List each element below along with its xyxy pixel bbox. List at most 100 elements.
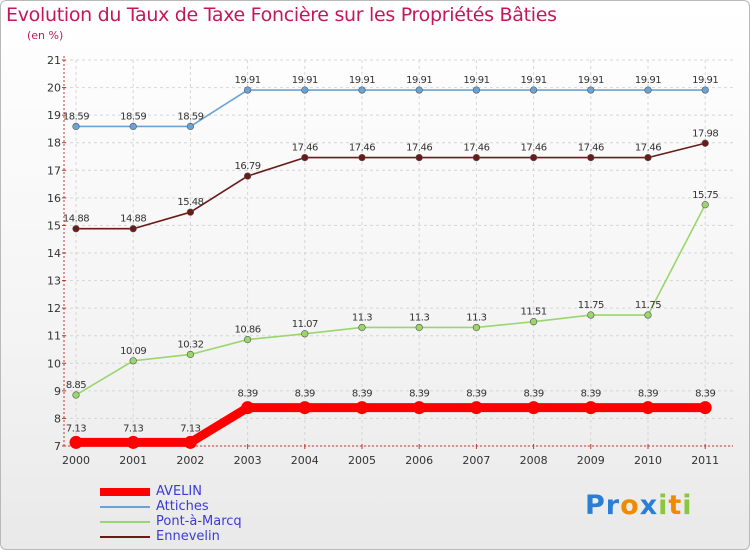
- data-point: [129, 122, 137, 131]
- data-point: [301, 330, 309, 338]
- series-group: [69, 86, 712, 449]
- series-line-pont-à-marcq: [75, 204, 706, 396]
- logo-letter: i: [658, 490, 669, 521]
- data-label: 8.39: [409, 389, 429, 400]
- data-point: [241, 401, 255, 415]
- y-tick-label: 10: [47, 357, 61, 370]
- data-point: [358, 154, 366, 162]
- legend-swatch: [100, 536, 150, 538]
- data-point: [529, 318, 538, 326]
- data-label: 17.98: [692, 128, 718, 139]
- data-label: 7.13: [180, 423, 200, 434]
- data-point: [587, 86, 595, 94]
- data-label: 19.91: [635, 75, 661, 86]
- data-point: [186, 122, 194, 131]
- data-label: 8.39: [466, 389, 486, 400]
- data-label: 19.91: [578, 75, 604, 86]
- y-tick-label: 11: [47, 330, 61, 343]
- data-label: 16.79: [235, 161, 261, 172]
- data-label: 11.75: [635, 300, 661, 311]
- data-point: [355, 401, 369, 415]
- data-label: 19.91: [521, 75, 547, 86]
- x-tick-label: 2001: [119, 454, 147, 467]
- data-label: 17.46: [578, 143, 604, 154]
- y-tick-label: 7: [54, 440, 61, 453]
- x-tick-label: 2008: [520, 454, 548, 467]
- data-point: [298, 401, 312, 415]
- x-tick-label: 2006: [405, 454, 433, 467]
- legend-label: AVELIN: [156, 484, 202, 499]
- data-label: 8.39: [695, 389, 715, 400]
- y-tick-label: 13: [47, 275, 61, 288]
- legend-label: Attiches: [156, 499, 209, 514]
- x-tick-label: 2005: [348, 454, 376, 467]
- data-point: [129, 357, 137, 365]
- data-label: 17.46: [635, 143, 661, 154]
- data-point: [644, 311, 652, 319]
- x-tick-label: 2011: [691, 454, 719, 467]
- y-tick-label: 20: [47, 82, 61, 95]
- data-label: 11.3: [466, 312, 486, 323]
- y-tick-label: 14: [47, 247, 61, 260]
- data-label: 19.91: [463, 75, 489, 86]
- data-label: 19.91: [349, 75, 375, 86]
- legend-swatch: [100, 488, 150, 496]
- data-label: 17.46: [292, 143, 318, 154]
- y-tick-label: 18: [47, 137, 61, 150]
- data-point: [72, 225, 80, 233]
- logo-letter: r: [605, 490, 621, 521]
- data-label: 8.39: [523, 389, 543, 400]
- data-point: [529, 86, 538, 94]
- logo-letter: x: [639, 490, 659, 521]
- y-tick-label: 15: [47, 219, 61, 232]
- y-tick-label: 17: [47, 164, 61, 177]
- data-label: 8.39: [638, 389, 658, 400]
- data-label: 18.59: [177, 111, 203, 122]
- data-label: 7.13: [123, 423, 143, 434]
- data-point: [587, 311, 595, 319]
- data-labels: 18.59 18.59 18.59 19.91 19.91 19.91 19.91 19.91…: [63, 75, 719, 434]
- data-label: 15.48: [177, 197, 203, 208]
- x-tick-label: 2003: [234, 454, 262, 467]
- data-point: [301, 154, 309, 162]
- data-label: 8.39: [295, 389, 315, 400]
- logo-letter: P: [585, 490, 606, 521]
- unit-label: (en %): [27, 29, 64, 42]
- logo-letter: t: [668, 490, 683, 521]
- data-point: [186, 208, 194, 216]
- x-tick-label: 2000: [62, 454, 90, 467]
- data-label: 7.13: [66, 423, 86, 434]
- data-label: 17.46: [463, 143, 489, 154]
- data-label: 17.46: [406, 143, 432, 154]
- data-label: 19.91: [406, 75, 432, 86]
- data-point: [129, 225, 137, 233]
- logo-letter: i: [682, 490, 693, 521]
- data-label: 17.46: [521, 143, 547, 154]
- data-point: [472, 154, 481, 162]
- data-point: [72, 391, 80, 399]
- data-label: 17.46: [349, 143, 375, 154]
- data-label: 8.39: [581, 389, 601, 400]
- data-point: [701, 139, 709, 147]
- logo-letter: o: [620, 490, 640, 521]
- axes: 7 8 9 10 11 12 13 14 15 16 17 18 19 20 21 2000 2001 2002 2…: [47, 54, 733, 467]
- data-point: [644, 86, 652, 94]
- data-label: 10.09: [120, 346, 146, 357]
- y-tick-label: 12: [47, 302, 61, 315]
- data-point: [415, 154, 423, 162]
- data-point: [469, 401, 483, 415]
- data-point: [584, 401, 598, 415]
- data-point: [529, 154, 538, 162]
- data-point: [701, 86, 709, 94]
- data-label: 19.91: [235, 75, 261, 86]
- y-tick-label: 9: [54, 385, 61, 398]
- data-point: [183, 435, 197, 449]
- data-point: [244, 172, 252, 180]
- x-tick-label: 2002: [176, 454, 204, 467]
- data-point: [701, 201, 709, 209]
- data-label: 11.07: [292, 319, 318, 330]
- data-label: 18.59: [63, 111, 89, 122]
- data-label: 19.91: [692, 75, 718, 86]
